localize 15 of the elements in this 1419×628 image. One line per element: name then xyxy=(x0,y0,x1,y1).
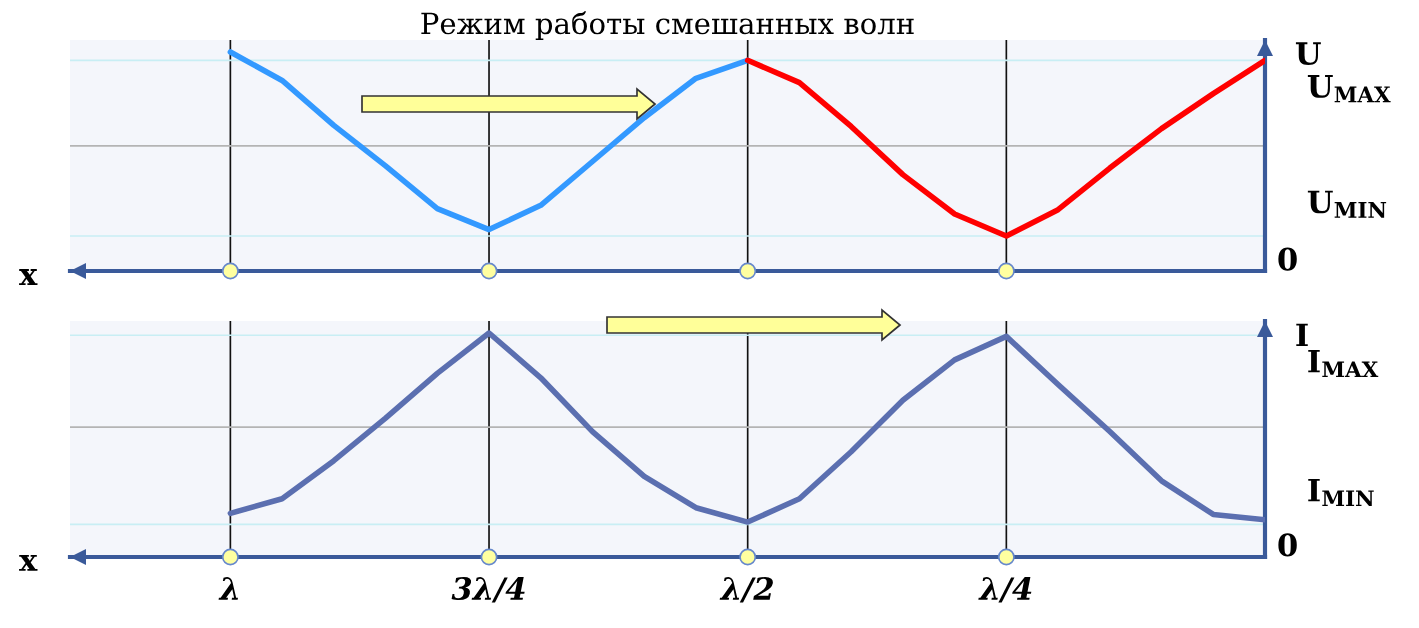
x-tick-label: λ/4 xyxy=(978,576,1032,603)
ref-line-label: U$_{MIN}$ xyxy=(1307,190,1387,218)
annotation: 0 xyxy=(1278,533,1297,557)
y-axis-title: U xyxy=(1295,42,1321,66)
x-tick-label: λ/2 xyxy=(719,576,773,603)
ref-line-label: I$_{MAX}$ xyxy=(1308,350,1379,378)
x-tick-label: 3λ/4 xyxy=(451,576,525,603)
x-axis-title: x xyxy=(19,554,38,571)
x-axis-title: x xyxy=(19,269,38,285)
ref-line-label: U$_{MAX}$ xyxy=(1307,75,1391,103)
x-tick-label: λ xyxy=(218,577,238,600)
annotation: 0 xyxy=(1278,247,1297,271)
ref-line-label: I$_{MIN}$ xyxy=(1308,478,1374,506)
y-axis-title: I xyxy=(1296,323,1308,346)
chart-title: Режим работы смешанных волн xyxy=(421,11,914,40)
